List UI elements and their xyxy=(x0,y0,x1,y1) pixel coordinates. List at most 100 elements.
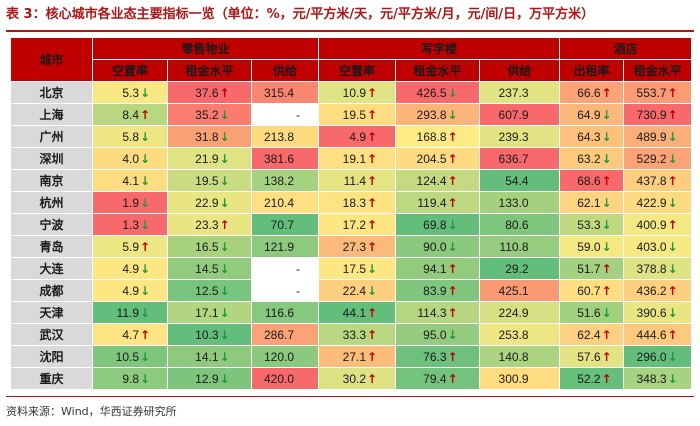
value-text: 95.0 xyxy=(423,327,447,342)
city-cell: 广州 xyxy=(10,125,93,148)
value-text: 300.9 xyxy=(498,371,529,386)
arrow-up-icon: ↑ xyxy=(601,85,612,100)
indicator-table: 城市 零售物业 写字楼 酒店 空置率 租金水平 供给 空置率 租金水平 供给 出… xyxy=(10,37,693,390)
value-cell: 730.9↑ xyxy=(623,103,693,126)
value-cell: 31.8↓ xyxy=(167,125,252,148)
arrow-up-icon: ↑ xyxy=(139,239,151,254)
value-cell: 57.6↑ xyxy=(559,345,625,368)
value-cell: 53.3↓ xyxy=(559,213,625,236)
arrow-down-icon: ↓ xyxy=(219,173,230,188)
value-text: 69.8 xyxy=(423,217,447,232)
value-text: 120.0 xyxy=(264,349,295,364)
value-text: 17.2 xyxy=(342,217,367,232)
arrow-up-icon: ↑ xyxy=(139,107,151,122)
value-text: 426.5 xyxy=(416,85,447,100)
value-cell: 403.0↓ xyxy=(623,235,693,258)
arrow-down-icon: ↓ xyxy=(667,129,678,144)
value-cell: 11.9↓ xyxy=(92,301,168,324)
value-cell: 60.7↑ xyxy=(559,279,625,302)
value-cell: - xyxy=(250,257,320,280)
arrow-up-icon: ↑ xyxy=(367,305,378,320)
value-text: 4.9 xyxy=(122,283,139,298)
value-text: 730.9 xyxy=(636,107,667,122)
value-cell: 4.9↓ xyxy=(92,257,168,280)
column-header: 空置率 xyxy=(318,59,397,82)
value-text: 76.3 xyxy=(423,349,447,364)
source-note: 资料来源：Wind，华西证券研究所 xyxy=(6,405,177,418)
value-text: 1.9 xyxy=(122,195,139,210)
value-text: 636.7 xyxy=(498,151,529,166)
value-text: 293.8 xyxy=(416,107,447,122)
arrow-down-icon: ↓ xyxy=(219,129,230,144)
value-cell: 607.9 xyxy=(479,103,561,126)
value-cell: 237.3 xyxy=(479,81,561,104)
value-cell: 10.5↓ xyxy=(92,345,168,368)
arrow-up-icon: ↑ xyxy=(447,195,458,210)
value-cell: 14.5↓ xyxy=(167,257,252,280)
arrow-down-icon: ↓ xyxy=(219,327,230,342)
value-cell: 121.9 xyxy=(250,235,320,258)
value-cell: 10.9↑ xyxy=(318,81,397,104)
value-cell: 22.4↓ xyxy=(318,279,397,302)
value-text: 138.2 xyxy=(264,173,295,188)
value-cell: 14.1↓ xyxy=(167,345,252,368)
value-cell: 1.3↓ xyxy=(92,213,168,236)
arrow-down-icon: ↓ xyxy=(601,151,612,166)
arrow-down-icon: ↓ xyxy=(219,283,230,298)
value-text: 1.3 xyxy=(122,217,139,232)
arrow-up-icon: ↑ xyxy=(447,173,458,188)
arrow-up-icon: ↑ xyxy=(367,327,378,342)
value-text: 12.5 xyxy=(195,283,219,298)
value-text: 296.0 xyxy=(636,349,667,364)
value-cell: 9.8↓ xyxy=(92,367,168,390)
table-row: 南京 4.1↓ 19.5↓ 138.2 11.4↑ 124.4↑ 54.4 68.6↑ 437.… xyxy=(10,169,693,192)
value-cell: - xyxy=(250,103,320,126)
arrow-down-icon: ↓ xyxy=(601,217,612,232)
value-text: 437.8 xyxy=(636,173,667,188)
value-cell: 8.4↑ xyxy=(92,103,168,126)
value-text: 27.3 xyxy=(342,239,367,254)
value-text: 62.1 xyxy=(577,195,601,210)
value-cell: 210.4 xyxy=(250,191,320,214)
value-text: 119.4 xyxy=(417,195,447,210)
value-text: 52.2 xyxy=(577,371,601,386)
value-text: 210.4 xyxy=(264,195,295,210)
value-cell: 16.5↓ xyxy=(167,235,252,258)
value-text: 8.4 xyxy=(122,107,139,122)
value-cell: 1.9↓ xyxy=(92,191,168,214)
value-text: 425.1 xyxy=(498,283,529,298)
value-cell: 23.3↑ xyxy=(167,213,252,236)
value-cell: 378.8↓ xyxy=(623,257,693,280)
value-text: 54.4 xyxy=(505,173,529,188)
group-header-hotel: 酒店 xyxy=(559,37,693,60)
arrow-down-icon: ↓ xyxy=(667,195,678,210)
arrow-up-icon: ↑ xyxy=(367,173,378,188)
value-cell: 213.8 xyxy=(250,125,320,148)
value-text: 315.4 xyxy=(264,85,295,100)
value-text: 110.8 xyxy=(499,239,529,254)
value-cell: 5.3↓ xyxy=(92,81,168,104)
value-cell: 4.1↓ xyxy=(92,169,168,192)
city-cell: 成都 xyxy=(10,279,93,302)
value-cell: 239.3 xyxy=(479,125,561,148)
table-row: 广州 5.8↓ 31.8↓ 213.8 4.9↑ 168.8↑ 239.3 64.3↓ 489.… xyxy=(10,125,693,148)
value-text: 16.5 xyxy=(195,239,219,254)
value-cell: 94.1↑ xyxy=(395,257,481,280)
arrow-up-icon: ↑ xyxy=(601,371,612,386)
value-cell: 17.2↑ xyxy=(318,213,397,236)
value-cell: 64.9↓ xyxy=(559,103,625,126)
value-text: 94.1 xyxy=(423,261,447,276)
table-row: 成都 4.9↓ 12.5↓ -22.4↓ 83.9↑ 425.1 60.7↑ 436.2↑ xyxy=(10,279,693,302)
arrow-up-icon: ↑ xyxy=(667,107,678,122)
arrow-up-icon: ↑ xyxy=(367,107,378,122)
arrow-up-icon: ↑ xyxy=(367,129,378,144)
value-cell: 76.3↑ xyxy=(395,345,481,368)
value-text: 4.7 xyxy=(122,327,139,342)
value-cell: 68.6↑ xyxy=(559,169,625,192)
arrow-down-icon: ↓ xyxy=(139,85,151,100)
value-text: 59.0 xyxy=(577,239,601,254)
value-cell: 253.8 xyxy=(479,323,561,346)
value-text: 10.9 xyxy=(342,85,367,100)
arrow-down-icon: ↓ xyxy=(139,217,151,232)
value-cell: 224.9 xyxy=(479,301,561,324)
